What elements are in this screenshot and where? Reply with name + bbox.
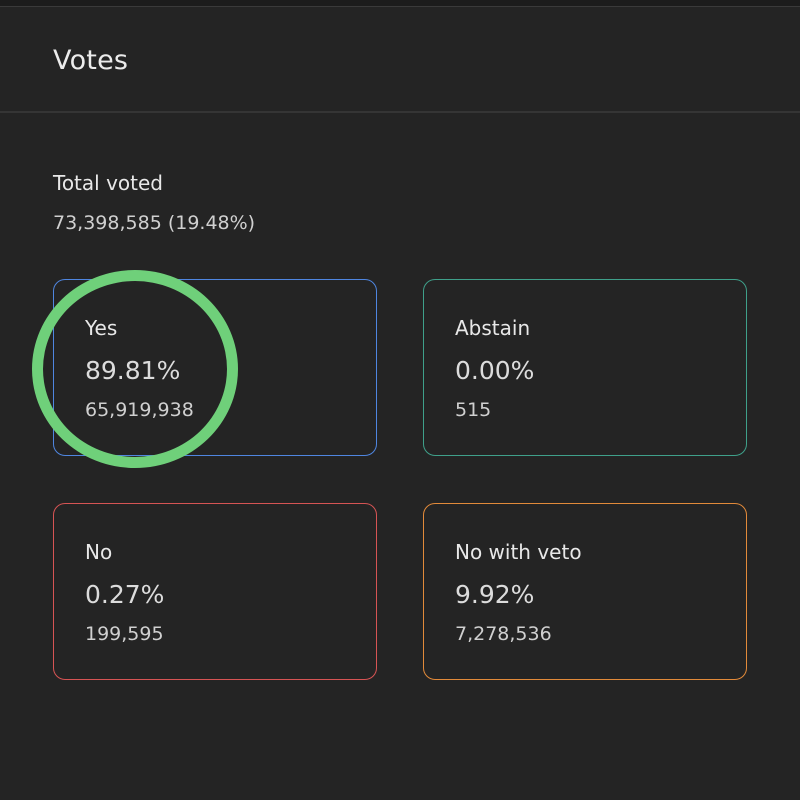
- vote-option-percent: 9.92%: [455, 580, 535, 609]
- vote-option-count: 7,278,536: [455, 623, 552, 645]
- vote-card-no: No 0.27% 199,595: [53, 503, 377, 680]
- total-voted-value: 73,398,585 (19.48%): [53, 212, 256, 234]
- vote-option-count: 515: [455, 399, 492, 421]
- vote-option-percent: 0.00%: [455, 356, 535, 385]
- vote-option-percent: 0.27%: [85, 580, 165, 609]
- vote-card-abstain: Abstain 0.00% 515: [423, 279, 747, 456]
- vote-option-label: No: [85, 540, 113, 564]
- vote-card-yes: Yes 89.81% 65,919,938: [53, 279, 377, 456]
- vote-option-count: 65,919,938: [85, 399, 194, 421]
- vote-option-label: No with veto: [455, 540, 582, 564]
- vote-option-percent: 89.81%: [85, 356, 181, 385]
- panel-header: Votes: [0, 7, 800, 113]
- vote-option-label: Yes: [85, 316, 118, 340]
- top-divider: [0, 0, 800, 7]
- page-title: Votes: [53, 45, 129, 76]
- total-voted-label: Total voted: [53, 171, 163, 195]
- vote-card-no-with-veto: No with veto 9.92% 7,278,536: [423, 503, 747, 680]
- vote-option-count: 199,595: [85, 623, 164, 645]
- vote-option-label: Abstain: [455, 316, 531, 340]
